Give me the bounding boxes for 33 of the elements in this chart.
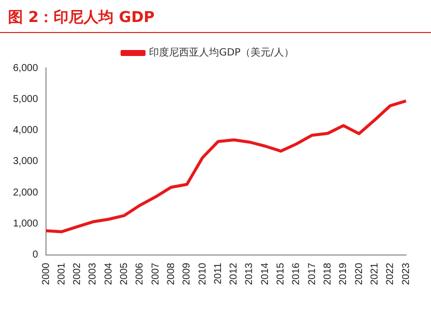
- x-tick-label: 2023: [400, 262, 412, 286]
- x-tick-label: 2020: [354, 262, 365, 286]
- y-tick-label: 2,000: [12, 187, 38, 198]
- x-tick-label: 2014: [260, 262, 271, 286]
- x-tick-label: 2015: [276, 262, 287, 286]
- x-tick-label: 2007: [150, 262, 162, 286]
- x-tick-label: 2009: [182, 262, 193, 286]
- x-tick-label: 2000: [40, 262, 52, 286]
- x-tick-label: 2003: [88, 262, 99, 286]
- x-tick-label: 2021: [369, 262, 380, 286]
- legend-label: 印度尼西亚人均GDP（美元/人）: [149, 46, 294, 59]
- y-tick-label: 1,000: [12, 218, 38, 230]
- y-tick-label: 6,000: [12, 62, 38, 74]
- x-tick-label: 2004: [103, 262, 114, 286]
- chart-title: 图 2：印尼人均 GDP: [8, 8, 155, 27]
- x-tick-label: 2001: [56, 262, 68, 286]
- x-tick-label: 2010: [197, 262, 208, 286]
- x-tick-label: 2012: [228, 262, 240, 286]
- x-tick-label: 2002: [72, 262, 84, 286]
- x-tick-label: 2018: [322, 262, 334, 286]
- y-tick-label: 0: [32, 250, 38, 261]
- x-tick-label: 2016: [291, 262, 302, 286]
- x-tick-label: 2011: [212, 262, 224, 284]
- x-tick-label: 2022: [385, 262, 396, 286]
- x-tick-label: 2017: [306, 262, 318, 286]
- x-tick-label: 2006: [134, 262, 146, 286]
- y-tick-label: 5,000: [12, 94, 38, 105]
- y-tick-label: 4,000: [12, 125, 38, 136]
- y-tick-label: 3,000: [12, 156, 38, 168]
- x-tick-label: 2019: [338, 262, 350, 286]
- x-tick-label: 2005: [119, 262, 130, 286]
- x-tick-label: 2008: [166, 262, 177, 286]
- x-tick-label: 2013: [244, 262, 256, 286]
